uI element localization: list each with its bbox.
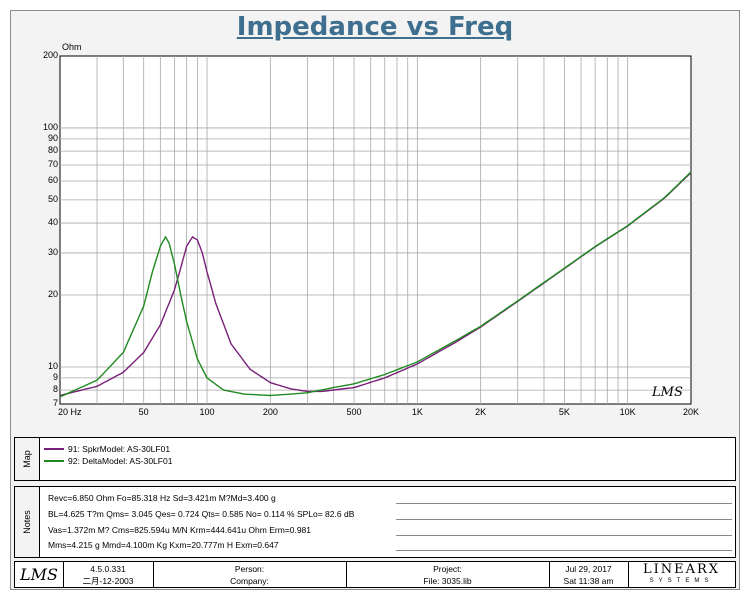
y-tick-label: 100	[42, 121, 58, 132]
footer-logo-cell: LMS	[15, 562, 64, 587]
map-panel	[14, 437, 736, 481]
x-tick-label: 500	[346, 407, 362, 417]
version-text: 4.5.0.331	[90, 564, 126, 574]
note-blank-line	[396, 535, 732, 536]
series-lines	[59, 171, 692, 398]
x-tick-label: 100	[199, 407, 215, 417]
y-tick-label: 200	[42, 50, 58, 60]
note-line-4: Mms=4.215 g Mmd=4.100m Kg Kxm=20.777m H …	[48, 540, 279, 550]
note-line-1: Revc=6.850 Ohm Fo=85.318 Hz Sd=3.421m M?…	[48, 493, 276, 503]
legend-item-2[interactable]: 92: DeltaModel: AS-30LF01	[44, 456, 172, 466]
watermark-lms: LMS	[651, 385, 683, 400]
y-tick-label: 10	[47, 360, 58, 371]
plot-area	[59, 55, 692, 405]
y-tick-label: 50	[47, 193, 58, 204]
linearx-logo: LINEARX	[642, 562, 721, 577]
grid-lines	[60, 56, 691, 404]
y-tick-label: 70	[47, 158, 58, 169]
y-tick-label: 9	[52, 371, 58, 382]
x-tick-label: 10K	[619, 407, 636, 417]
note-line-3: Vas=1.372m M? Cms=825.594u M/N Krm=444.6…	[48, 525, 312, 535]
lms-logo: LMS	[20, 565, 58, 584]
linearx-sub: SYSTEMS	[649, 578, 714, 584]
y-unit-label: Ohm	[62, 42, 82, 52]
note-line-2: BL=4.625 T?m Qms= 3.045 Qes= 0.724 Qts= …	[48, 509, 355, 519]
chart-title: Impedance vs Freq	[236, 12, 514, 42]
map-side-label: Map	[14, 437, 40, 481]
note-blank-line	[396, 519, 732, 520]
series-line-2	[59, 171, 692, 398]
y-tick-label: 90	[47, 132, 58, 143]
footer-version-cell: 4.5.0.331 二月-12-2003	[63, 562, 154, 588]
file-label: File: 3035.lib	[423, 576, 472, 586]
y-tick-label: 20	[47, 289, 58, 300]
x-tick-label: 20K	[682, 407, 700, 417]
y-tick-label: 80	[47, 145, 58, 156]
footer-project-cell: Project: File: 3035.lib	[346, 562, 550, 588]
impedance-chart: LMS	[59, 55, 692, 405]
notes-side-label: Notes	[14, 486, 40, 558]
notes-panel	[14, 486, 736, 558]
legend-swatch-2	[44, 460, 64, 462]
y-tick-label: 30	[47, 246, 58, 257]
date-text: Jul 29, 2017	[565, 564, 612, 574]
y-tick-label: 8	[52, 384, 58, 395]
person-label: Person:	[234, 564, 265, 574]
y-tick-label: 7	[52, 398, 58, 408]
company-label: Company:	[230, 576, 269, 586]
x-tick-label: 20 Hz	[58, 407, 82, 417]
project-label: Project:	[433, 564, 462, 574]
legend-item-1[interactable]: 91: SpkrModel: AS-30LF01	[44, 444, 170, 454]
x-tick-label: 2K	[475, 407, 487, 417]
x-tick-label: 1K	[411, 407, 423, 417]
time-text: Sat 11:38 am	[563, 576, 614, 586]
x-tick-label: 50	[138, 407, 149, 417]
footer-person-cell: Person: Company:	[153, 562, 347, 588]
build-date-text: 二月-12-2003	[82, 576, 134, 586]
x-tick-label: 5K	[558, 407, 570, 417]
y-tick-label: 60	[47, 174, 58, 185]
y-tick-label: 40	[47, 217, 58, 228]
footer-date-cell: Jul 29, 2017 Sat 11:38 am	[549, 562, 629, 588]
footer-bar: LMS 4.5.0.331 二月-12-2003 Person: Company…	[14, 561, 736, 588]
legend-label-2: 92: DeltaModel: AS-30LF01	[68, 456, 173, 466]
note-blank-line	[396, 503, 732, 504]
footer-brand-cell: LINEARX SYSTEMS	[628, 562, 735, 588]
legend-label-1: 91: SpkrModel: AS-30LF01	[68, 444, 171, 454]
x-tick-label: 200	[262, 407, 278, 417]
legend-swatch-1	[44, 448, 64, 450]
note-blank-line	[396, 550, 732, 551]
